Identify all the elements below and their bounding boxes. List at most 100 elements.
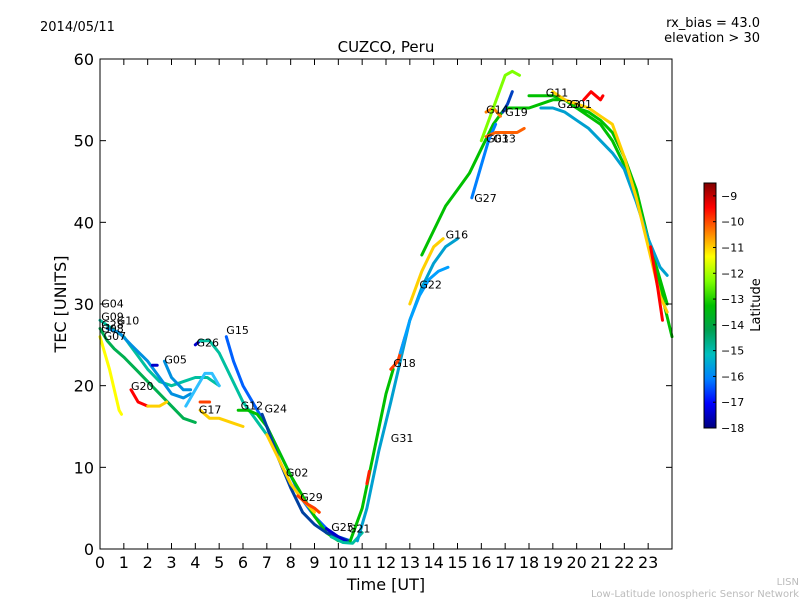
- x-tick-label: 17: [495, 553, 515, 572]
- x-tick-label: 21: [590, 553, 610, 572]
- x-tick-label: 9: [309, 553, 319, 572]
- series-g17c: [184, 371, 221, 408]
- y-tick-label: 30: [74, 295, 94, 314]
- satellite-label: G02: [286, 466, 309, 479]
- satellite-label: G27: [474, 192, 497, 205]
- colorbar-tick-label: −9: [721, 190, 737, 203]
- x-tick-label: 22: [614, 553, 634, 572]
- x-tick-label: 1: [119, 553, 129, 572]
- x-tick-label: 14: [423, 553, 443, 572]
- satellite-label: G10: [117, 314, 140, 327]
- satellite-label: G01: [570, 98, 593, 111]
- rx-bias-label: rx_bias = 43.0: [666, 16, 760, 31]
- x-tick-label: 12: [376, 553, 396, 572]
- satellite-label: G24: [265, 403, 288, 416]
- satellite-label: G26: [197, 337, 220, 350]
- colorbar-tick-label: −16: [721, 370, 744, 383]
- x-tick-label: 3: [166, 553, 176, 572]
- satellite-label: G31: [391, 432, 414, 445]
- series-g22b: [408, 237, 445, 306]
- x-tick-label: 16: [471, 553, 491, 572]
- x-axis-label: Time [UT]: [346, 575, 425, 594]
- x-tick-label: 7: [262, 553, 272, 572]
- satellite-label: G11: [546, 87, 569, 100]
- series-g18: [365, 469, 371, 486]
- satellite-label: G22: [419, 279, 442, 292]
- x-tick-label: 5: [214, 553, 224, 572]
- satellite-label: G05: [164, 354, 187, 367]
- x-tick-label: 10: [328, 553, 348, 572]
- satellite-label: G03: [486, 132, 509, 145]
- x-tick-label: 2: [143, 553, 153, 572]
- satellite-label: G13: [493, 132, 516, 145]
- y-tick-label: 50: [74, 132, 94, 151]
- x-tick-label: 18: [519, 553, 539, 572]
- date-label: 2014/05/11: [40, 20, 115, 35]
- series-g11b: [539, 106, 669, 277]
- satellite-label: G25: [331, 521, 354, 534]
- x-tick-label: 13: [400, 553, 420, 572]
- colorbar-tick-label: −13: [721, 293, 744, 306]
- satellite-label: G19: [505, 106, 528, 119]
- y-tick-label: 10: [74, 458, 94, 477]
- series-layer: [98, 69, 674, 545]
- credit-network: Low-Latitude Ionospheric Sensor Network: [591, 589, 799, 600]
- satellite-label: G28: [101, 319, 124, 332]
- series-g03: [484, 126, 526, 139]
- series-g20b: [146, 400, 169, 408]
- colorbar-tick-label: −17: [721, 396, 744, 409]
- chart-title: CUZCO, Peru: [338, 38, 435, 56]
- satellite-label: G04: [101, 297, 124, 310]
- satellite-label: G15: [226, 324, 249, 337]
- satellite-label: G21: [348, 523, 371, 536]
- series-g01c: [649, 245, 664, 322]
- elevation-label: elevation > 30: [664, 31, 760, 46]
- x-tick-label: 4: [190, 553, 200, 572]
- series-g26b: [198, 339, 276, 445]
- x-tick-label: 6: [238, 553, 248, 572]
- satellite-label: G09: [101, 310, 124, 323]
- satellite-label: G14: [486, 104, 509, 117]
- satellite-label: G07: [104, 330, 127, 343]
- y-axis: 0 10 20 30 40 50 60: [74, 50, 672, 559]
- y-tick-label: 60: [74, 50, 94, 69]
- colorbar-tick-label: −15: [721, 345, 744, 358]
- y-tick-label: 0: [84, 540, 94, 559]
- series-g25: [324, 527, 347, 543]
- colorbar-tick-label: −10: [721, 216, 744, 229]
- y-axis-label: TEC [UNITS]: [51, 256, 70, 354]
- x-tick-label: 15: [447, 553, 467, 572]
- satellite-label: G20: [131, 380, 154, 393]
- satellite-label: G12: [241, 399, 264, 412]
- colorbar-tick-label: −14: [721, 319, 744, 332]
- credit-lisn: LISN: [777, 577, 799, 588]
- y-tick-label: 20: [74, 377, 94, 396]
- satellite-label: G18: [393, 357, 416, 370]
- series-g04: [98, 327, 197, 424]
- satellite-label: G08: [101, 323, 124, 336]
- series-g22: [398, 265, 450, 355]
- colorbar-tick-label: −18: [721, 422, 744, 435]
- series-g10: [105, 327, 193, 400]
- x-tick-label: 19: [543, 553, 563, 572]
- colorbar-label: Latitude: [749, 278, 764, 332]
- satellite-label: G17: [199, 403, 222, 416]
- x-axis: 0 1 2 3 4 5 6 7 8 9 10 11 12 13 14 15 16 17 18 19 20 21 22 23: [95, 59, 658, 572]
- satellite-label: G23: [558, 98, 581, 111]
- x-tick-label: 0: [95, 553, 105, 572]
- x-tick-label: 20: [566, 553, 586, 572]
- series-g07: [98, 335, 123, 416]
- series-g20: [129, 388, 150, 408]
- series-g01b: [582, 90, 605, 102]
- plot-background: [100, 59, 672, 549]
- series-g13: [479, 69, 521, 143]
- series-g05b: [162, 359, 193, 392]
- satellite-label: G29: [300, 491, 323, 504]
- satellite-label: G16: [446, 229, 469, 242]
- series-g17b: [198, 408, 245, 428]
- colorbar: [703, 182, 717, 429]
- x-tick-label: 23: [638, 553, 658, 572]
- y-tick-label: 40: [74, 213, 94, 232]
